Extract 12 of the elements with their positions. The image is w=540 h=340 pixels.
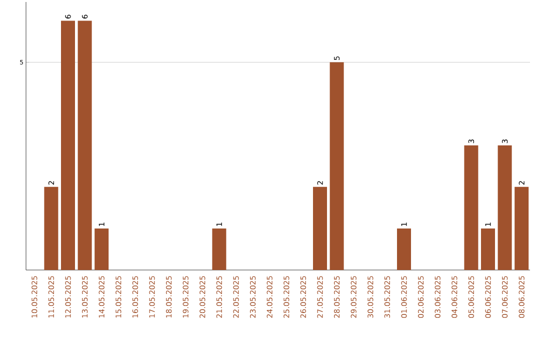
bar: [464, 145, 478, 270]
bar: [397, 228, 412, 270]
bar: [514, 186, 529, 270]
bar: [44, 186, 58, 270]
bar: [481, 228, 496, 270]
bar: [61, 20, 75, 270]
bar: [498, 145, 512, 270]
bar: [78, 20, 92, 270]
bar: [313, 186, 328, 270]
bar: [212, 228, 226, 270]
bar: [330, 62, 344, 270]
bar: [94, 228, 109, 270]
